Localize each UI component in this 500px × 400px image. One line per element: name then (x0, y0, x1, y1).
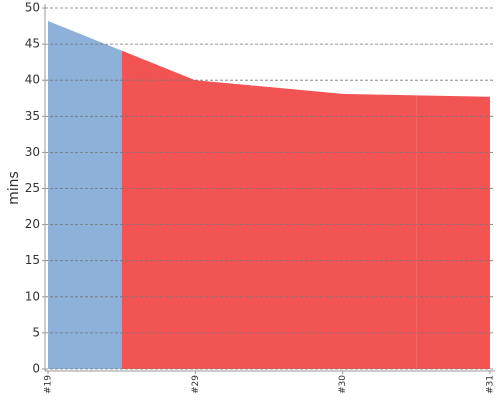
x-tick-label: #31 (486, 375, 496, 394)
x-tick-label: #19 (44, 375, 54, 394)
y-tick-label: 15 (25, 253, 40, 267)
y-tick-label: 25 (25, 181, 40, 195)
area-segment (121, 50, 270, 370)
y-tick-label: 20 (25, 217, 40, 231)
area-segment (269, 87, 417, 370)
y-tick-label: 0 (32, 362, 40, 376)
x-tick-label: #30 (338, 375, 348, 394)
area-segment (48, 20, 122, 369)
y-tick-label: 10 (25, 289, 40, 303)
y-tick-label: 35 (25, 109, 40, 123)
y-axis-label: mins (6, 171, 22, 205)
y-tick-label: 30 (25, 145, 40, 159)
x-tick-label: #29 (191, 375, 201, 394)
y-tick-label: 50 (25, 1, 40, 15)
y-tick-label: 40 (25, 73, 40, 87)
y-tick-label: 5 (32, 325, 40, 339)
y-tick-label: 45 (25, 37, 40, 51)
area-segment (416, 95, 490, 369)
